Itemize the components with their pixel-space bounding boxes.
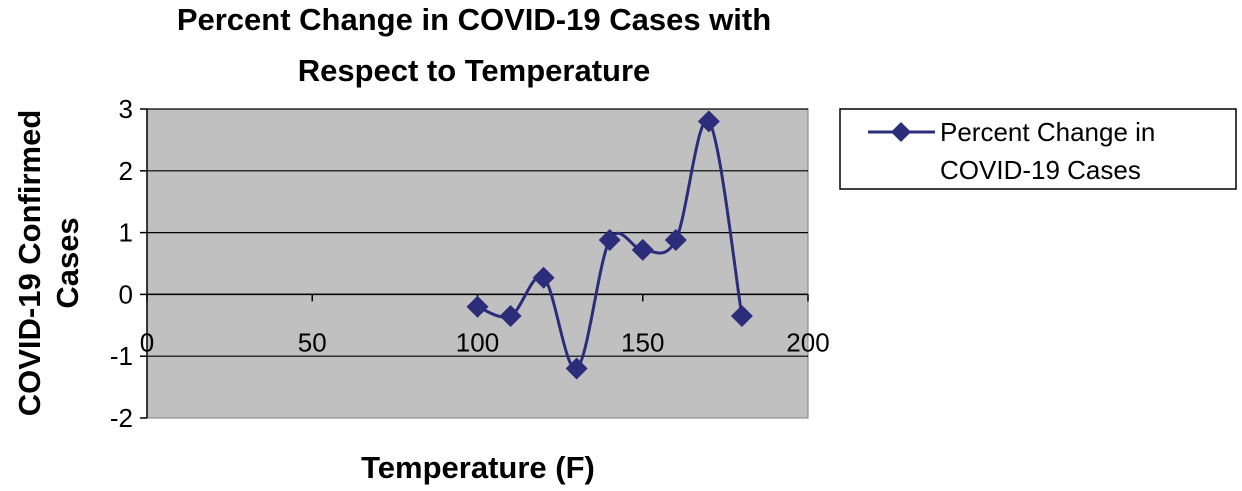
y-axis-title: COVID-19 Confirmed Cases xyxy=(12,110,85,417)
chart-title-line-1: Percent Change in COVID-19 Cases with xyxy=(177,2,771,37)
x-tick-label: 100 xyxy=(456,327,499,357)
series-group xyxy=(466,110,753,380)
y-tick-label: 3 xyxy=(119,94,133,124)
x-tick-labels: 0 50 100 150 200 xyxy=(140,327,830,357)
x-axis-title: Temperature (F) xyxy=(361,450,595,485)
legend: Percent Change in COVID-19 Cases xyxy=(839,108,1237,190)
y-tick-labels: 3 2 1 0 -1 -2 xyxy=(110,94,133,433)
legend-label-line-1: Percent Change in xyxy=(940,117,1155,147)
data-point xyxy=(730,305,753,328)
x-tick-label: 200 xyxy=(786,327,829,357)
y-tick-label: 2 xyxy=(119,156,133,186)
x-tick-label: 50 xyxy=(298,327,327,357)
data-point xyxy=(631,238,654,261)
data-point xyxy=(598,229,621,252)
plot-area xyxy=(146,108,809,419)
y-tick-label: 0 xyxy=(119,279,133,309)
data-point xyxy=(499,305,522,328)
y-axis-title-line-2: Cases xyxy=(50,217,85,308)
data-point xyxy=(532,266,555,289)
y-tick-label: 1 xyxy=(119,218,133,248)
legend-label-line-2: COVID-19 Cases xyxy=(940,155,1141,185)
legend-marker xyxy=(891,122,911,142)
legend-box xyxy=(839,108,1237,190)
y-tick-label: -1 xyxy=(110,341,133,371)
data-point xyxy=(664,229,687,252)
x-tick-label: 150 xyxy=(621,327,664,357)
y-tick-label: -2 xyxy=(110,403,133,433)
data-point xyxy=(565,357,588,380)
data-point xyxy=(466,295,489,318)
x-tick-label: 0 xyxy=(140,327,154,357)
axes xyxy=(140,108,809,419)
chart-title-line-2: Respect to Temperature xyxy=(298,53,651,88)
data-point xyxy=(697,110,720,133)
y-axis-title-line-1: COVID-19 Confirmed xyxy=(12,110,47,417)
